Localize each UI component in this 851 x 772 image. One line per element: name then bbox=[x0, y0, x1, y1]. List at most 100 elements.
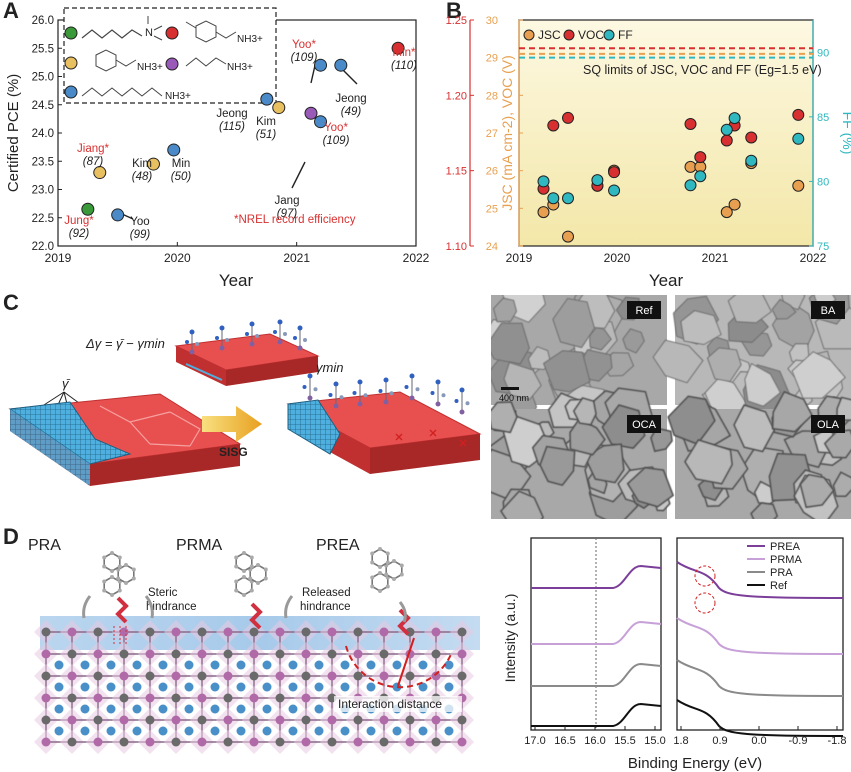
gamma-min-label: γmin bbox=[316, 360, 343, 375]
ligand-molecule bbox=[302, 373, 318, 401]
spectra-right-tick-label: -1.8 bbox=[828, 735, 847, 747]
lattice-atom bbox=[275, 715, 285, 725]
a-ytick-label: 22.5 bbox=[32, 213, 54, 225]
spectra-left-tick-label: 17.0 bbox=[524, 735, 545, 747]
scale-bar-label: 400 nm bbox=[499, 393, 529, 403]
reference-label: (49) bbox=[341, 106, 362, 118]
jsc-tick-label: 28 bbox=[486, 90, 498, 102]
hydrogen-bonds bbox=[113, 626, 127, 646]
cation-site bbox=[418, 726, 428, 736]
cation-site bbox=[132, 704, 142, 714]
reference-label: (92) bbox=[69, 228, 90, 240]
lattice-atom bbox=[119, 671, 129, 681]
cation-site bbox=[106, 682, 116, 692]
lattice-atom bbox=[171, 715, 181, 725]
jsc-point bbox=[537, 206, 550, 219]
lattice-atom bbox=[249, 627, 259, 637]
spectra-right-tick-label: 1.8 bbox=[673, 735, 688, 747]
voc-point bbox=[792, 108, 805, 121]
lattice-atom bbox=[41, 693, 51, 703]
lattice-atom bbox=[353, 671, 363, 681]
lattice-atom bbox=[431, 737, 441, 747]
author-label: Yoo* bbox=[324, 122, 348, 134]
cation-site bbox=[106, 726, 116, 736]
lattice-atom bbox=[457, 649, 467, 659]
lattice-atom bbox=[197, 671, 207, 681]
lattice-atom bbox=[171, 649, 181, 659]
floating-slab-front bbox=[226, 356, 318, 386]
jsc-tick-label: 27 bbox=[486, 128, 498, 140]
lattice-atom bbox=[171, 671, 181, 681]
jsc-tick-label: 25 bbox=[486, 203, 498, 215]
ff-point bbox=[745, 154, 758, 167]
a-xtick-label: 2022 bbox=[403, 251, 430, 265]
spectra-legend-label: Ref bbox=[770, 580, 788, 592]
a-ytick-label: 25.5 bbox=[32, 43, 54, 55]
cation-site bbox=[210, 726, 220, 736]
lattice-atom bbox=[67, 693, 77, 703]
interaction-label-bg bbox=[334, 696, 462, 712]
right-slab-defect-marks bbox=[395, 429, 467, 447]
ff-tick-label: 75 bbox=[817, 241, 829, 253]
ligand-molecule bbox=[245, 321, 259, 347]
molecule-methyl-2 bbox=[153, 25, 163, 31]
lattice-atom bbox=[353, 737, 363, 747]
cation-site bbox=[340, 660, 350, 670]
b-xtick-label: 2020 bbox=[604, 251, 631, 265]
a-ytick-label: 23.0 bbox=[32, 185, 54, 197]
lattice-atom bbox=[327, 737, 337, 747]
cation-site bbox=[210, 660, 220, 670]
pce-point bbox=[314, 115, 328, 129]
lattice-atom bbox=[119, 649, 129, 659]
aromatic-molecule bbox=[234, 551, 268, 597]
b-xtick-label: 2022 bbox=[800, 251, 827, 265]
ff-point bbox=[728, 112, 741, 125]
lattice-atom bbox=[405, 715, 415, 725]
lattice-atom bbox=[431, 649, 441, 659]
lattice-atom bbox=[67, 649, 77, 659]
lattice-atom bbox=[145, 627, 155, 637]
ff-point bbox=[684, 179, 697, 192]
author-label: Jung* bbox=[64, 215, 94, 227]
lattice-atom bbox=[457, 671, 467, 681]
cation-site bbox=[106, 704, 116, 714]
reference-label: (115) bbox=[219, 121, 245, 133]
sisg-arrow bbox=[202, 406, 262, 442]
author-label: Kim bbox=[132, 158, 152, 170]
b-legend-dot bbox=[603, 29, 615, 41]
cation-site bbox=[184, 682, 194, 692]
author-label: Jang bbox=[275, 195, 300, 207]
panel-a-ylabel: Certified PCE (%) bbox=[5, 74, 22, 192]
pce-point bbox=[304, 106, 318, 120]
lattice-atom bbox=[197, 649, 207, 659]
lattice-atom bbox=[119, 737, 129, 747]
cation-site bbox=[366, 682, 376, 692]
sem-label: Ref bbox=[635, 305, 653, 317]
ammonium-tail bbox=[249, 602, 263, 630]
legend-dot-blue bbox=[64, 85, 78, 99]
released-arrow-right bbox=[398, 601, 407, 623]
cation-site bbox=[392, 660, 402, 670]
cation-site bbox=[184, 704, 194, 714]
panel-label-d: D bbox=[3, 524, 19, 549]
author-label: Jeong bbox=[216, 108, 247, 120]
ligand-molecule bbox=[454, 387, 470, 415]
reference-label: (99) bbox=[130, 229, 151, 241]
lattice-atom bbox=[145, 649, 155, 659]
spectra-left-tick-label: 16.0 bbox=[584, 735, 605, 747]
cation-site bbox=[392, 726, 402, 736]
left-slab-crystal bbox=[8, 401, 132, 465]
panel-b-ylabel-right: FF (%) bbox=[840, 112, 851, 155]
voc-point bbox=[684, 117, 697, 130]
lattice-atom bbox=[93, 627, 103, 637]
jsc-point bbox=[720, 206, 733, 219]
panel-b-ylabel-left: JSC (mA cm-2), VOC (V) bbox=[499, 55, 515, 211]
cation-site bbox=[366, 660, 376, 670]
lattice-atom bbox=[223, 671, 233, 681]
lattice-atom bbox=[275, 737, 285, 747]
ligand-molecule bbox=[328, 381, 344, 409]
lattice-atom bbox=[353, 649, 363, 659]
b-legend-label: FF bbox=[618, 28, 633, 42]
voc-tick-label: 1.20 bbox=[446, 90, 467, 102]
a-ytick-label: 23.5 bbox=[32, 156, 54, 168]
